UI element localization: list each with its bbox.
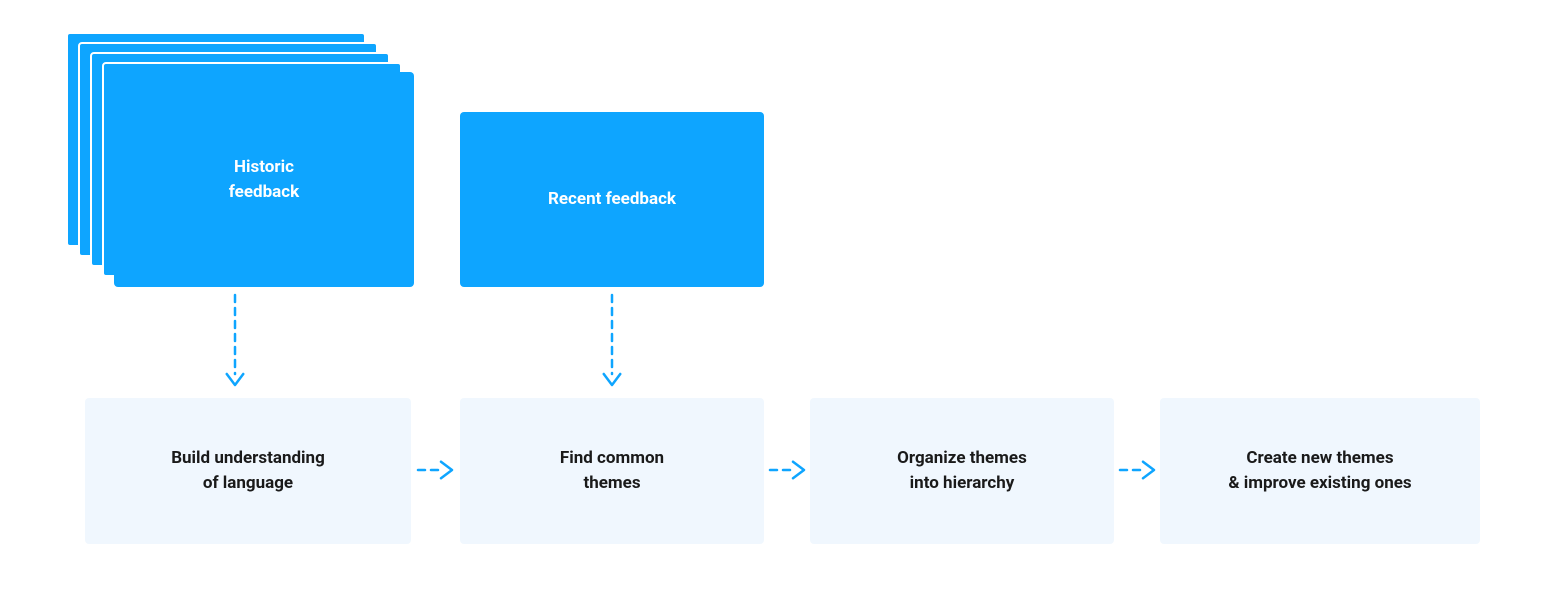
arrow-find-to-organize (755, 455, 819, 485)
arrow-historic-to-build (220, 280, 250, 400)
arrow-organize-to-create (1105, 455, 1169, 485)
arrow-build-to-find (403, 455, 467, 485)
node-find: Find common themes (460, 398, 764, 544)
node-label-build: Build understanding of language (171, 446, 325, 495)
node-create: Create new themes & improve existing one… (1160, 398, 1480, 544)
node-historic: Historic feedback (114, 72, 414, 287)
node-label-organize: Organize themes into hierarchy (897, 446, 1027, 495)
node-label-recent: Recent feedback (548, 187, 676, 212)
node-organize: Organize themes into hierarchy (810, 398, 1114, 544)
node-recent: Recent feedback (460, 112, 764, 287)
node-build: Build understanding of language (85, 398, 411, 544)
flowchart-diagram: Historic feedback Recent feedback Build un… (0, 0, 1547, 605)
node-label-historic: Historic feedback (229, 155, 299, 204)
node-label-create: Create new themes & improve existing one… (1228, 446, 1411, 495)
node-label-find: Find common themes (560, 446, 664, 495)
arrow-recent-to-find (597, 280, 627, 400)
